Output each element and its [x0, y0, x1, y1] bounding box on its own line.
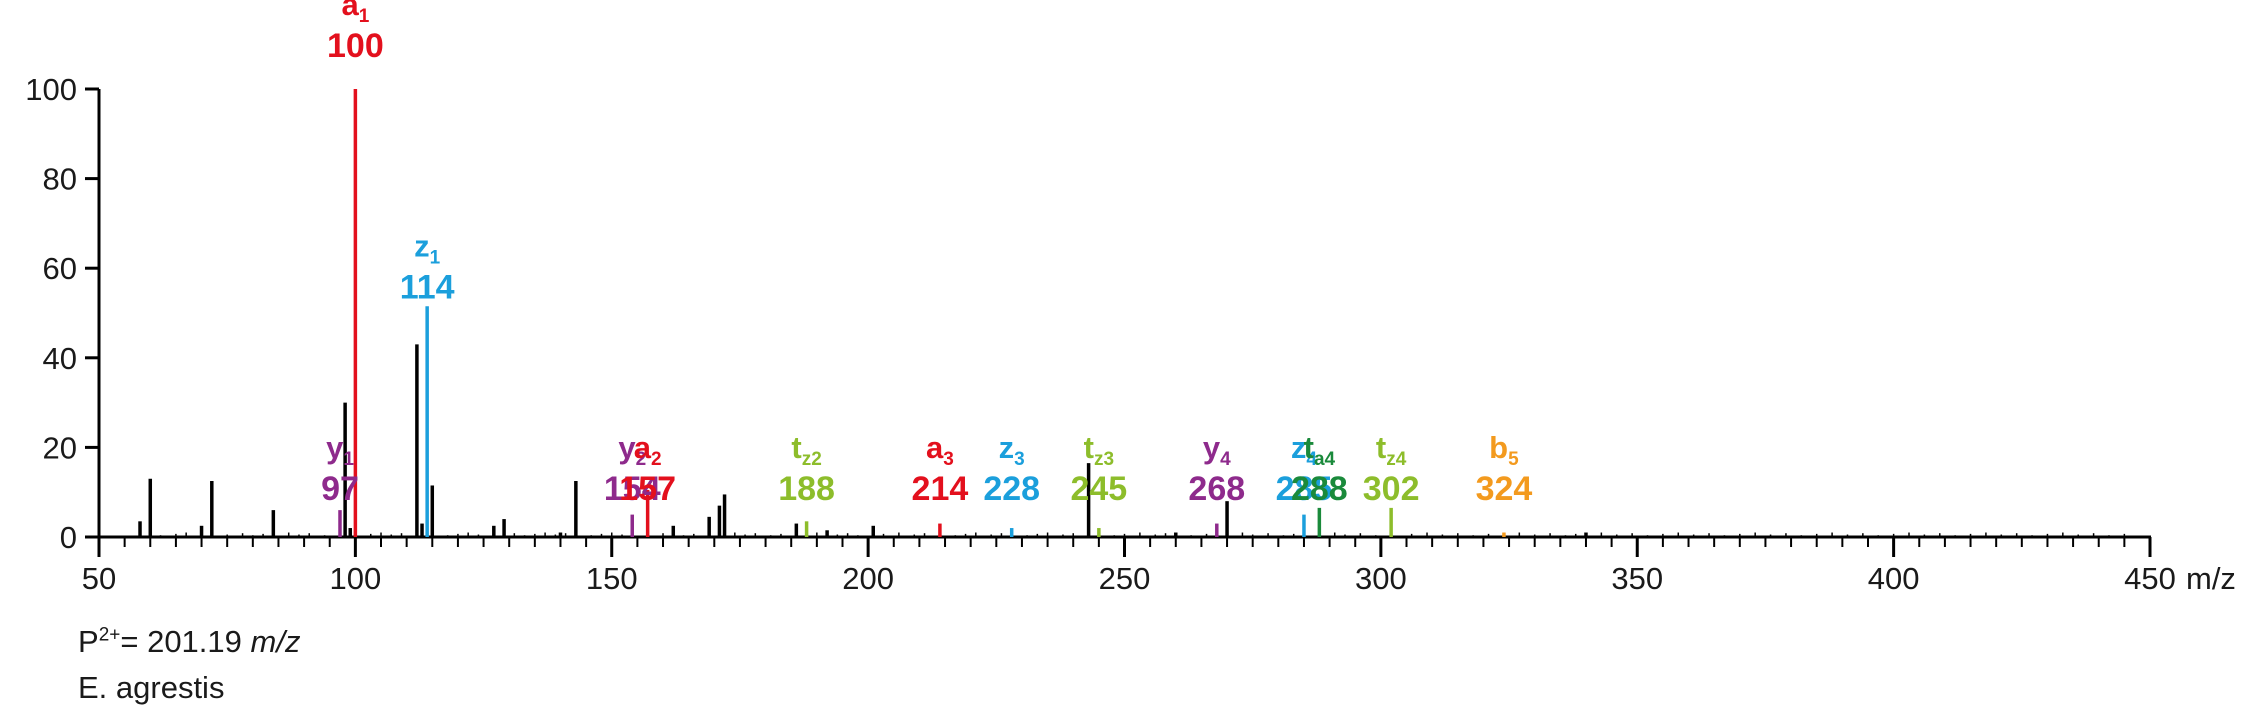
ion-name: y4	[1203, 430, 1231, 470]
ion-name: a1	[341, 0, 369, 27]
ion-mz: 288	[1291, 470, 1348, 508]
ion-mz: 188	[778, 470, 835, 508]
y-tick-label: 80	[43, 162, 77, 197]
ion-name: tz2	[791, 430, 821, 470]
y-tick-label: 0	[60, 520, 77, 555]
ion-mz: 285	[1276, 470, 1333, 508]
ion-mz: 324	[1476, 470, 1533, 508]
y-tick-label: 100	[25, 72, 77, 107]
peaks-layer	[138, 89, 2126, 537]
y-tick-label: 40	[43, 341, 77, 376]
ion-mz: 97	[321, 470, 359, 508]
ion-name: b5	[1489, 430, 1519, 470]
ion-mz: 302	[1363, 470, 1420, 508]
x-tick-label: 350	[1611, 561, 1663, 596]
ion-name: z4	[1291, 430, 1318, 470]
ion-name: y2	[618, 430, 646, 470]
ion-mz: 157	[619, 470, 676, 508]
ion-mz: 245	[1070, 470, 1127, 508]
ion-labels-layer: a1100z1114y197y2154a2157tz2188a3214z3228…	[321, 0, 1532, 508]
y-tick-label: 20	[43, 430, 77, 465]
ion-name: a3	[926, 430, 954, 470]
axes-layer: 0 20 40 60 80 100 50 100 150 200 250 300 350 400 450 m/…	[25, 72, 2236, 596]
x-tick-label: 400	[1868, 561, 1920, 596]
ion-name: ta4	[1304, 430, 1336, 470]
x-tick-label: 200	[842, 561, 894, 596]
x-tick-label: 50	[82, 561, 116, 596]
x-axis-label: m/z	[2186, 561, 2236, 596]
x-tick-label: 250	[1099, 561, 1151, 596]
ion-name: z1	[414, 228, 441, 268]
x-tick-label: 150	[586, 561, 638, 596]
precursor-info: P2+= 201.19 m/z	[78, 624, 300, 660]
x-tick-label: 450	[2124, 561, 2176, 596]
ion-mz: 228	[983, 470, 1040, 508]
ion-name: a2	[634, 430, 662, 470]
ion-mz: 100	[327, 27, 384, 65]
ion-name: z3	[999, 430, 1025, 470]
ion-mz: 114	[400, 268, 455, 306]
precursor-value: = 201.19	[120, 624, 251, 659]
x-tick-label: 300	[1355, 561, 1407, 596]
precursor-unit: m/z	[250, 624, 301, 659]
species-name: E. agrestis	[78, 670, 225, 705]
ion-name: tz3	[1084, 430, 1114, 470]
precursor-charge: 2+	[98, 624, 121, 646]
ion-name: y1	[326, 430, 354, 470]
x-tick-label: 100	[330, 561, 382, 596]
y-tick-label: 60	[43, 251, 77, 286]
ion-name: tz4	[1376, 430, 1407, 470]
precursor-prefix: P	[78, 624, 99, 659]
ion-mz: 268	[1188, 470, 1245, 508]
ion-mz: 154	[604, 470, 661, 508]
ion-mz: 214	[912, 470, 969, 508]
